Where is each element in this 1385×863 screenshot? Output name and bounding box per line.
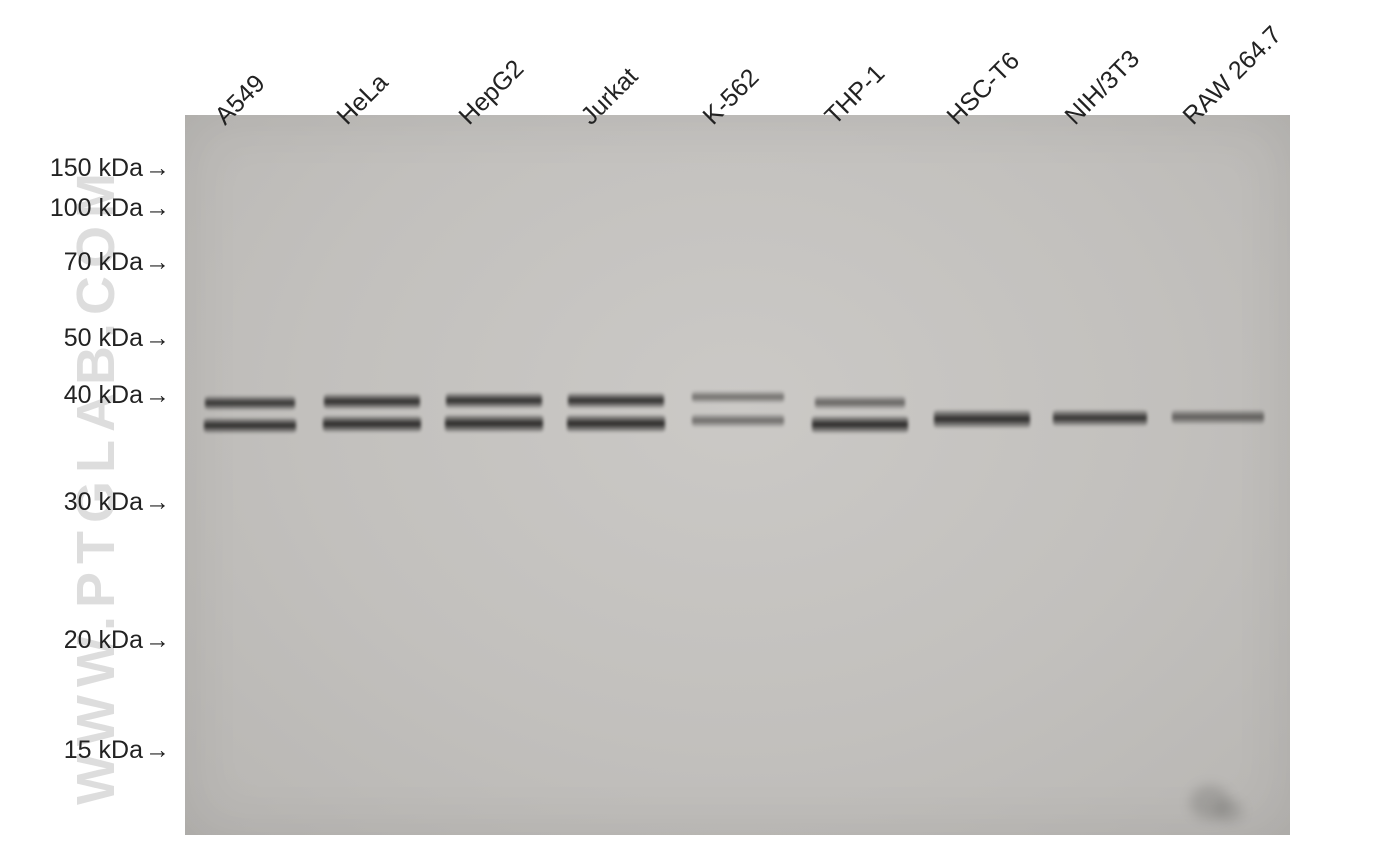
mw-marker-label: 40 kDa→ [10, 381, 170, 410]
mw-marker-label: 70 kDa→ [10, 248, 170, 277]
blot-band [323, 416, 421, 432]
arrow-right-icon: → [145, 488, 170, 517]
blot-band [567, 415, 665, 432]
blot-band [1172, 410, 1264, 424]
blot-band [815, 396, 905, 409]
arrow-right-icon: → [145, 248, 170, 277]
blot-band [324, 394, 420, 409]
mw-marker-label: 150 kDa→ [10, 154, 170, 183]
blot-band [445, 415, 543, 432]
arrow-right-icon: → [145, 381, 170, 410]
smudge [1215, 800, 1243, 822]
arrow-right-icon: → [145, 626, 170, 655]
mw-marker-label: 30 kDa→ [10, 488, 170, 517]
arrow-right-icon: → [145, 324, 170, 353]
mw-marker-label: 50 kDa→ [10, 324, 170, 353]
blot-band [934, 410, 1030, 428]
blot-band [692, 414, 784, 427]
blot-band [204, 418, 296, 433]
blot-band [205, 396, 295, 410]
mw-marker-label: 20 kDa→ [10, 626, 170, 655]
blot-membrane [185, 115, 1290, 835]
arrow-right-icon: → [145, 736, 170, 765]
arrow-right-icon: → [145, 194, 170, 223]
blot-band [446, 393, 542, 408]
arrow-right-icon: → [145, 154, 170, 183]
mw-marker-label: 100 kDa→ [10, 194, 170, 223]
blot-band [812, 416, 908, 433]
blot-band [1053, 410, 1147, 426]
blot-band [692, 391, 784, 403]
mw-marker-label: 15 kDa→ [10, 736, 170, 765]
blot-band [568, 393, 664, 408]
western-blot-figure: WWW.PTGLAB.COM A549HeLaHepG2JurkatK-562T… [0, 0, 1385, 863]
